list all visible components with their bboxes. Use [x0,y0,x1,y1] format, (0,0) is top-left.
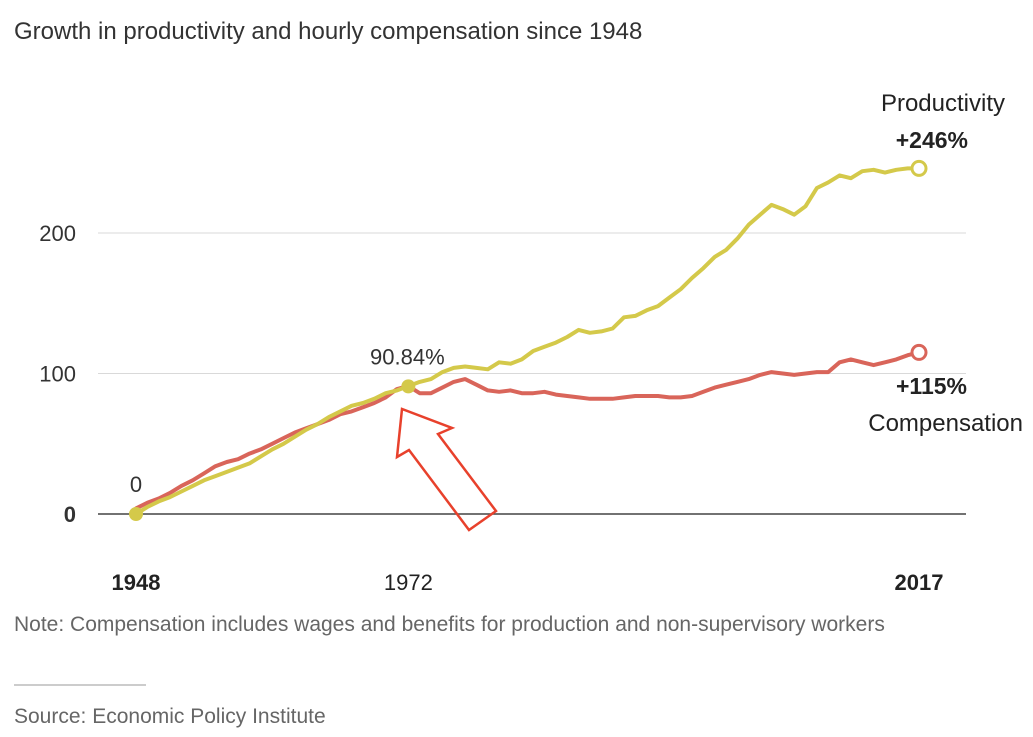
y-tick-label: 200 [39,221,76,246]
divider-line [14,684,146,686]
compensation-line [134,350,921,511]
y-tick-label: 0 [64,502,76,527]
y-tick-label: 100 [39,362,76,387]
productivity-series-label: Productivity [881,90,1005,117]
start-value-label: 0 [130,472,142,497]
productivity-line [134,166,921,516]
y-axis-ticks: 0 100 200 [39,221,76,527]
chart-title: Growth in productivity and hourly compen… [14,18,643,45]
line-chart: 0 100 200 1948 1972 2017 0 90.84% Productivi… [39,90,1023,595]
x-axis-ticks: 1948 1972 2017 [112,570,944,595]
productivity-change-label: +246% [896,127,968,153]
chart-note: Note: Compensation includes wages and be… [14,613,885,636]
productivity-end-marker [910,159,928,177]
divergence-arrow [395,407,498,532]
series-lines [134,166,921,516]
chart-source: Source: Economic Policy Institute [14,705,326,728]
x-tick-label: 1972 [384,570,433,595]
divergence-value-label: 90.84% [370,344,445,369]
divergence-point-marker [401,379,416,394]
x-tick-label: 2017 [895,570,944,595]
x-tick-label: 1948 [112,570,161,595]
compensation-change-label: +115% [896,373,967,399]
compensation-end-marker [910,343,928,361]
start-point-marker [129,507,143,521]
compensation-series-label: Compensation [868,410,1023,437]
